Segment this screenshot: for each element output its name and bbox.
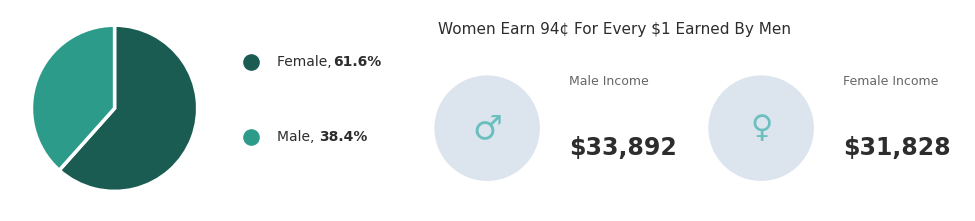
Point bbox=[244, 60, 259, 64]
Wedge shape bbox=[59, 25, 198, 191]
Text: $33,892: $33,892 bbox=[569, 136, 677, 160]
Ellipse shape bbox=[709, 76, 813, 180]
Text: Male Income: Male Income bbox=[569, 75, 649, 88]
Text: ♂: ♂ bbox=[472, 112, 502, 145]
Text: Female,: Female, bbox=[277, 55, 336, 69]
Text: 61.6%: 61.6% bbox=[333, 55, 382, 69]
Text: Female Income: Female Income bbox=[843, 75, 939, 88]
Point bbox=[244, 135, 259, 139]
Text: ♀: ♀ bbox=[750, 114, 772, 143]
Text: $31,828: $31,828 bbox=[843, 136, 951, 160]
Text: 38.4%: 38.4% bbox=[320, 130, 368, 144]
Text: Male,: Male, bbox=[277, 130, 319, 144]
Wedge shape bbox=[31, 25, 115, 170]
Text: Women Earn 94¢ For Every $1 Earned By Men: Women Earn 94¢ For Every $1 Earned By Me… bbox=[438, 22, 791, 37]
Ellipse shape bbox=[435, 76, 539, 180]
